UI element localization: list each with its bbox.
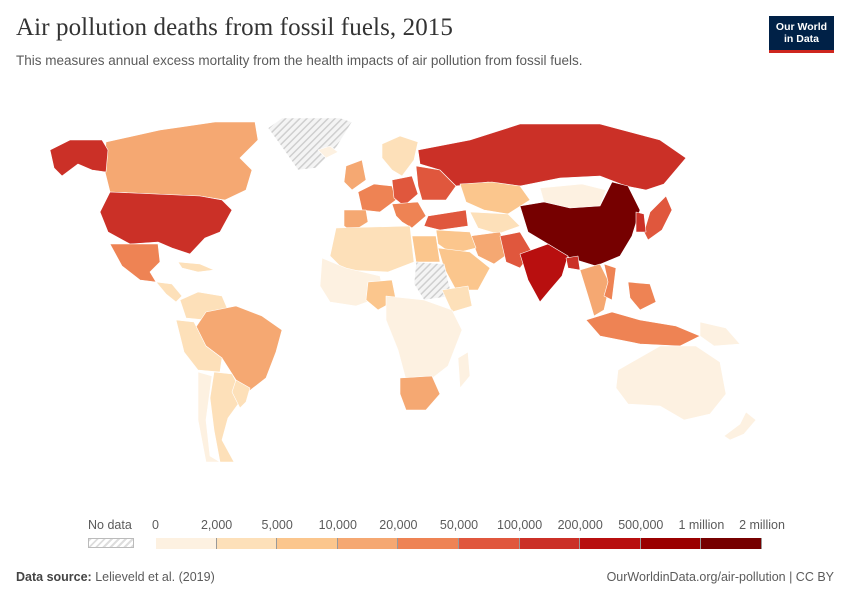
legend-tick-label: 2 million (739, 518, 785, 532)
region-vietnam[interactable] (603, 263, 617, 301)
legend-bin-4[interactable] (398, 538, 459, 549)
legend-bin-9[interactable] (701, 538, 762, 549)
region-bangladesh[interactable] (565, 255, 581, 271)
logo-line-1: Our World (775, 21, 828, 33)
region-iran[interactable] (469, 231, 509, 265)
legend-tick-label: 5,000 (261, 518, 293, 532)
region-madagascar[interactable] (457, 351, 471, 389)
legend-bin-1[interactable] (216, 538, 278, 549)
region-south-africa[interactable] (399, 375, 441, 411)
chart-title: Air pollution deaths from fossil fuels, … (16, 14, 453, 41)
region-caribbean[interactable] (177, 261, 215, 273)
region-australia[interactable] (615, 345, 727, 421)
legend-bin-8[interactable] (640, 538, 702, 549)
legend-bin-7[interactable] (580, 538, 641, 549)
region-canada[interactable] (103, 121, 259, 201)
region-uk-ireland[interactable] (343, 159, 367, 191)
region-uruguay[interactable] (231, 379, 251, 409)
region-western-europe[interactable] (357, 183, 397, 213)
region-ethiopia[interactable] (441, 285, 473, 313)
legend-bin-2[interactable] (277, 538, 338, 549)
legend: No data 0 2,000 5,000 10,000 20,000 50,000 100… (0, 512, 850, 557)
region-central-asia[interactable] (469, 211, 521, 235)
legend-tick-label: 20,000 (379, 518, 418, 532)
region-united-states[interactable] (99, 191, 233, 255)
region-southeast-asia-mainland[interactable] (579, 263, 611, 317)
legend-bin-6[interactable] (519, 538, 581, 549)
region-mexico[interactable] (109, 243, 161, 283)
source-url[interactable]: OurWorldinData.org/air-pollution | CC BY (606, 570, 834, 584)
owid-logo[interactable]: Our World in Data (769, 16, 834, 53)
legend-tick-label: 200,000 (557, 518, 603, 532)
legend-tick-label: 50,000 (439, 518, 479, 532)
legend-tick-label: 0 (152, 518, 159, 532)
no-data-swatch (88, 538, 134, 548)
region-egypt[interactable] (411, 235, 441, 263)
region-india[interactable] (519, 243, 569, 303)
region-turkey[interactable] (423, 209, 469, 231)
chart-subtitle: This measures annual excess mortality fr… (16, 53, 583, 68)
region-papua-new-guinea[interactable] (699, 321, 741, 347)
legend-tick-label: 1 million (678, 518, 725, 532)
region-central-europe[interactable] (391, 175, 419, 207)
legend-bin-5[interactable] (459, 538, 520, 549)
region-central-america[interactable] (155, 281, 183, 303)
logo-line-2: in Data (783, 33, 819, 45)
region-peru-bolivia[interactable] (175, 319, 223, 373)
region-iceland[interactable] (317, 145, 339, 159)
no-data-label: No data (88, 518, 132, 532)
data-source-label: Data source: (16, 570, 92, 584)
legend-bin-3[interactable] (337, 538, 399, 549)
region-italy-balkans[interactable] (391, 201, 427, 229)
data-source: Data source: Lelieveld et al. (2019) (16, 570, 215, 584)
region-kazakhstan[interactable] (459, 181, 531, 215)
legend-tick-label: 2,000 (200, 518, 233, 532)
region-spain-portugal[interactable] (343, 209, 369, 233)
legend-tick-label: 10,000 (318, 518, 357, 532)
region-philippines[interactable] (627, 281, 657, 311)
region-north-africa[interactable] (329, 225, 415, 273)
region-central-east-africa[interactable] (385, 295, 463, 381)
data-source-value[interactable]: Lelieveld et al. (2019) (95, 570, 215, 584)
region-chile[interactable] (197, 371, 221, 463)
world-map (49, 117, 757, 463)
region-indonesia[interactable] (585, 311, 701, 347)
region-alaska[interactable] (49, 139, 109, 177)
legend-tick-label: 500,000 (618, 518, 664, 532)
region-greenland[interactable] (267, 117, 353, 171)
region-new-zealand[interactable] (723, 411, 757, 441)
region-russia[interactable] (417, 123, 687, 191)
region-japan[interactable] (643, 195, 673, 241)
region-scandinavia[interactable] (381, 135, 419, 177)
legend-bin-0[interactable] (156, 538, 217, 549)
legend-tick-label: 100,000 (497, 518, 543, 532)
region-korea[interactable] (635, 211, 647, 233)
